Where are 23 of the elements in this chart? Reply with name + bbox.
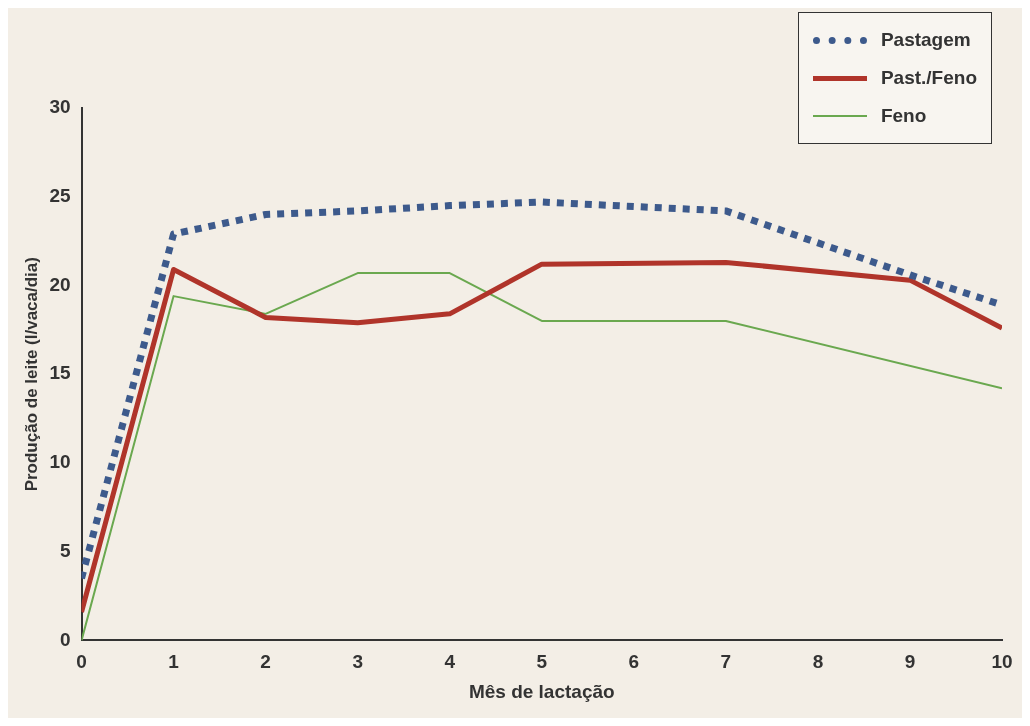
x-tick-label: 5 bbox=[536, 651, 548, 673]
y-tick-label: 0 bbox=[59, 628, 71, 650]
legend-label: Feno bbox=[880, 105, 927, 127]
y-axis-title: Produção de leite (l/vaca/dia) bbox=[21, 257, 41, 492]
x-tick-label: 2 bbox=[260, 651, 271, 673]
x-tick-label: 3 bbox=[352, 651, 363, 673]
x-tick-label: 7 bbox=[720, 651, 732, 673]
y-tick-label: 10 bbox=[49, 451, 71, 473]
y-tick-label: 30 bbox=[49, 96, 71, 118]
legend-label: Past./Feno bbox=[880, 67, 977, 89]
x-tick-label: 10 bbox=[991, 651, 1013, 673]
y-tick-label: 15 bbox=[49, 362, 71, 384]
x-tick-label: 6 bbox=[628, 651, 640, 673]
x-tick-label: 4 bbox=[444, 651, 456, 673]
x-tick-label: 0 bbox=[76, 651, 87, 673]
y-tick-label: 20 bbox=[49, 273, 71, 295]
y-tick-label: 25 bbox=[49, 184, 71, 206]
x-tick-label: 8 bbox=[812, 651, 824, 673]
legend-label: Pastagem bbox=[880, 29, 971, 51]
x-tick-label: 1 bbox=[168, 651, 180, 673]
y-tick-label: 5 bbox=[59, 539, 71, 561]
x-tick-label: 9 bbox=[904, 651, 916, 673]
x-axis-title: Mês de lactação bbox=[468, 680, 615, 702]
